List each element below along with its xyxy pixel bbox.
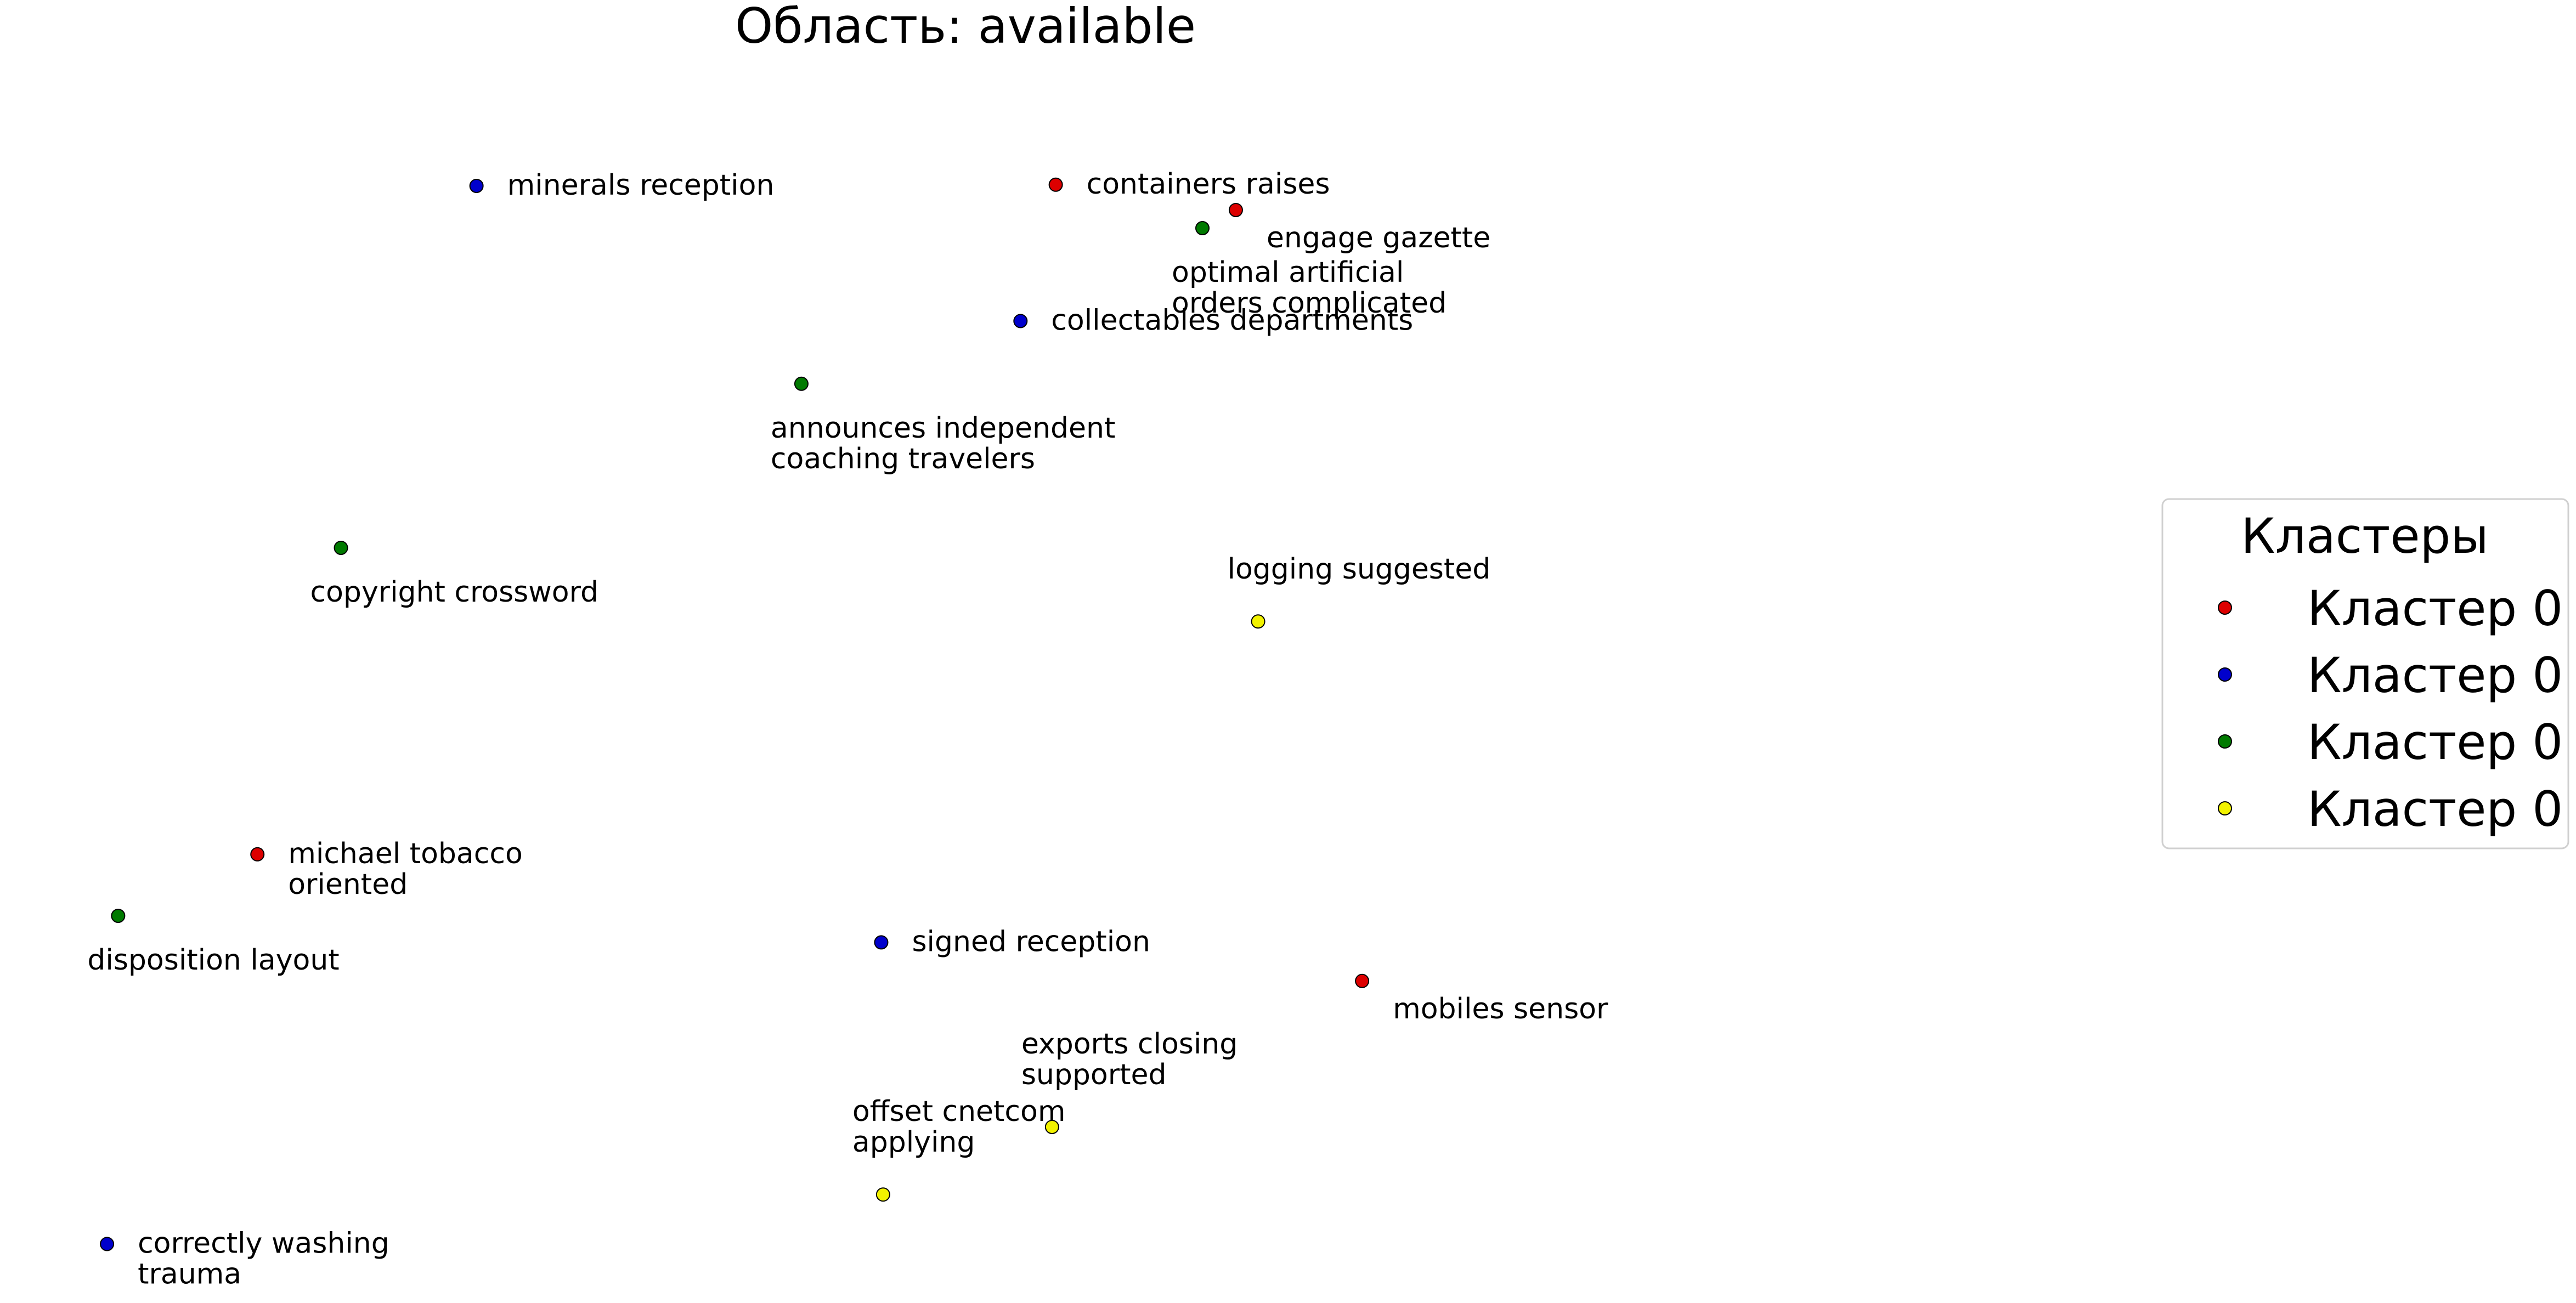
legend-title: Кластеры	[2241, 508, 2489, 564]
scatter-point	[1355, 973, 1370, 988]
legend-label: Кластер 0	[2307, 580, 2563, 637]
scatter-point	[469, 179, 484, 193]
scatter-point-group: mobiles sensor	[1355, 973, 1608, 1026]
scatter-point-group: copyright crossword	[310, 541, 599, 609]
legend-marker	[2218, 734, 2232, 749]
point-label: disposition layout	[87, 944, 339, 977]
scatter-point-group: logging suggested	[1228, 553, 1491, 629]
legend-marker	[2218, 600, 2232, 615]
point-label: collectables departments	[1051, 304, 1413, 337]
point-label: announces independent coaching travelers	[771, 412, 1115, 475]
point-label: correctly washing trauma	[138, 1227, 389, 1290]
scatter-point	[1044, 1120, 1059, 1134]
point-label: optimal artificial orders complicated	[1172, 256, 1447, 320]
scatter-point	[111, 909, 126, 923]
scatter-point	[1251, 614, 1266, 629]
point-label: signed reception	[912, 925, 1150, 958]
scatter-point	[874, 935, 889, 950]
legend-entries: Кластер 0 Кластер 0 Кластер 0 Кластер 0	[2218, 580, 2563, 837]
point-label: exports closing supported	[1021, 1028, 1238, 1091]
scatter-point-group: disposition layout	[87, 909, 340, 977]
point-label: containers raises	[1087, 168, 1330, 201]
scatter-point-group: containers raises	[1048, 168, 1330, 201]
point-label: copyright crossword	[310, 576, 599, 609]
point-label: logging suggested	[1228, 553, 1491, 586]
scatter-point	[334, 541, 348, 555]
legend-frame	[2161, 498, 2569, 849]
scatter-point-group: exports closing supported	[1021, 1028, 1238, 1134]
scatter-point-group: minerals reception	[469, 169, 775, 202]
scatter-point	[1048, 177, 1063, 192]
scatter-point-group: engage gazette	[1228, 203, 1490, 254]
scatter-point	[875, 1187, 890, 1202]
scatter-point-group: michael tobacco oriented	[250, 837, 523, 901]
scatter-point-group: announces independent coaching travelers	[771, 376, 1115, 475]
legend-label: Кластер 0	[2307, 647, 2563, 704]
scatter-point	[1195, 221, 1210, 235]
scatter-point	[250, 847, 265, 862]
scatter-point-group: signed reception	[874, 925, 1150, 958]
scatter-point	[100, 1237, 115, 1251]
legend-marker	[2218, 801, 2232, 815]
point-label: minerals reception	[507, 169, 775, 202]
scatter-point	[1228, 203, 1243, 217]
chart-title: Область: available	[735, 0, 1196, 54]
scatter-point	[794, 376, 809, 391]
scatter-point-group: correctly washing trauma	[100, 1227, 389, 1290]
points-layer: minerals reception containers raises engag…	[87, 168, 1608, 1291]
legend-label: Кластер 0	[2307, 714, 2563, 771]
legend-marker	[2218, 667, 2232, 682]
legend-label: Кластер 0	[2307, 781, 2563, 837]
point-label: engage gazette	[1267, 222, 1490, 254]
scatter-point	[1013, 314, 1028, 328]
point-label: offset cnetcom applying	[852, 1095, 1066, 1159]
scatter-point-group: collectables departments	[1013, 304, 1413, 337]
point-label: mobiles sensor	[1393, 993, 1608, 1026]
point-label: michael tobacco oriented	[288, 837, 523, 901]
scatter-point-group: optimal artificial orders complicated	[1172, 221, 1447, 320]
scatter-point-group: offset cnetcom applying	[852, 1095, 1066, 1202]
